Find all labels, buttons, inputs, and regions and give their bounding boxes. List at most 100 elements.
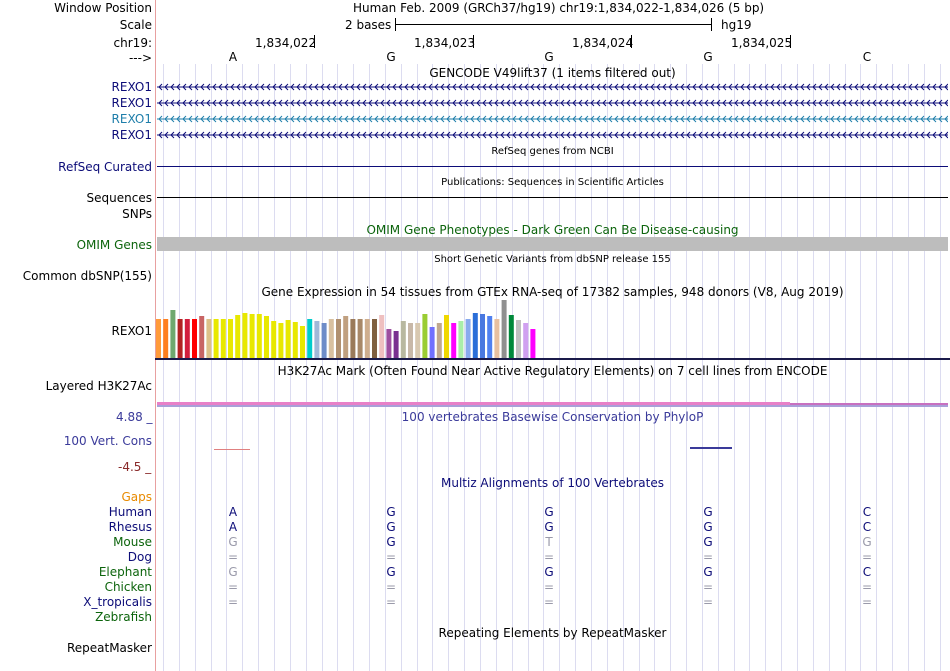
gtex-label[interactable]: REXO1 <box>111 324 152 338</box>
gtex-tissue-bar[interactable] <box>487 316 493 358</box>
gencode-transcript-line[interactable] <box>157 113 948 125</box>
gtex-tissue-bar[interactable] <box>523 323 529 358</box>
gtex-tissue-bar[interactable] <box>472 313 478 358</box>
multiz-species-label[interactable]: Mouse <box>113 535 152 549</box>
repeatmasker-track-title[interactable]: Repeating Elements by RepeatMasker <box>438 626 667 640</box>
gtex-tissue-bar[interactable] <box>213 319 219 358</box>
refseq-label[interactable]: RefSeq Curated <box>58 160 152 174</box>
gencode-gene-label[interactable]: REXO1 <box>111 96 152 110</box>
gtex-tissue-bar[interactable] <box>372 319 377 358</box>
gencode-track-title[interactable]: GENCODE V49lift37 (1 items filtered out) <box>429 66 676 80</box>
multiz-species-label[interactable]: Rhesus <box>108 520 152 534</box>
gtex-tissue-bar[interactable] <box>379 315 385 358</box>
gtex-tissue-bar[interactable] <box>415 323 421 358</box>
gtex-tissue-bar[interactable] <box>357 319 363 358</box>
gtex-tissue-bar[interactable] <box>278 323 284 358</box>
omim-feature-bar[interactable] <box>157 237 948 251</box>
gtex-tissue-bar[interactable] <box>386 329 392 358</box>
conservation-label[interactable]: 100 Vert. Cons <box>63 434 152 448</box>
multiz-species-label[interactable]: Gaps <box>121 490 152 504</box>
ruler-position: 1,834,024 <box>572 36 634 50</box>
gtex-tissue-bar[interactable] <box>184 319 190 358</box>
gtex-tissue-bar[interactable] <box>192 319 197 358</box>
publications-line[interactable] <box>157 197 948 198</box>
multiz-species-label[interactable]: Elephant <box>98 565 152 579</box>
gtex-tissue-bar[interactable] <box>249 314 255 358</box>
gencode-gene-label[interactable]: REXO1 <box>111 128 152 142</box>
repeatmasker-label[interactable]: RepeatMasker <box>66 641 152 655</box>
gencode-transcript-line[interactable] <box>157 129 948 141</box>
multiz-base: = <box>227 595 239 609</box>
gtex-tissue-bar[interactable] <box>271 321 277 358</box>
gtex-tissue-bar[interactable] <box>285 320 291 358</box>
gtex-tissue-bar[interactable] <box>530 329 536 358</box>
gtex-tissue-bar[interactable] <box>177 319 183 358</box>
dbsnp-label[interactable]: Common dbSNP(155) <box>22 269 152 283</box>
gtex-tissue-bar[interactable] <box>451 323 457 358</box>
gtex-tissue-bar[interactable] <box>256 314 262 358</box>
gtex-tissue-bar[interactable] <box>429 327 435 358</box>
gtex-tissue-bar[interactable] <box>235 315 241 358</box>
publications-sequences-label[interactable]: Sequences <box>86 191 152 205</box>
publications-snps-label[interactable]: SNPs <box>122 207 152 221</box>
multiz-species-label[interactable]: X_tropicalis <box>83 595 152 609</box>
gtex-tissue-bar[interactable] <box>465 319 471 358</box>
gtex-bar-chart[interactable] <box>155 299 555 359</box>
gtex-tissue-bar[interactable] <box>501 300 507 358</box>
gtex-tissue-bar[interactable] <box>292 322 298 358</box>
refseq-track-title[interactable]: RefSeq genes from NCBI <box>491 146 614 157</box>
gtex-tissue-bar[interactable] <box>343 316 349 358</box>
gencode-transcript-line[interactable] <box>157 97 948 109</box>
gencode-transcript-line[interactable] <box>157 81 948 93</box>
gencode-gene-label[interactable]: REXO1 <box>111 80 152 94</box>
refseq-gene-line[interactable] <box>157 166 948 167</box>
publications-track-title[interactable]: Publications: Sequences in Scientific Ar… <box>441 177 664 188</box>
gtex-tissue-bar[interactable] <box>220 319 226 358</box>
gtex-tissue-bar[interactable] <box>170 310 176 358</box>
omim-track-title[interactable]: OMIM Gene Phenotypes - Dark Green Can Be… <box>366 223 739 237</box>
gtex-tissue-bar[interactable] <box>206 319 212 358</box>
dbsnp-track-title[interactable]: Short Genetic Variants from dbSNP releas… <box>434 254 671 265</box>
gtex-tissue-bar[interactable] <box>336 319 341 358</box>
h3k27ac-label[interactable]: Layered H3K27Ac <box>45 379 152 393</box>
gtex-tissue-bar[interactable] <box>494 319 500 358</box>
gtex-tissue-bar[interactable] <box>156 319 161 358</box>
gtex-tissue-bar[interactable] <box>436 323 442 358</box>
gencode-gene-label[interactable]: REXO1 <box>111 112 152 126</box>
gtex-tissue-bar[interactable] <box>508 315 514 358</box>
multiz-base: G <box>544 565 554 579</box>
multiz-base: = <box>861 595 873 609</box>
multiz-track-title[interactable]: Multiz Alignments of 100 Vertebrates <box>440 476 665 490</box>
gtex-tissue-bar[interactable] <box>408 323 413 358</box>
multiz-base: C <box>862 505 872 519</box>
multiz-species-label[interactable]: Zebrafish <box>95 610 152 624</box>
gtex-tissue-bar[interactable] <box>307 319 313 358</box>
gtex-tissue-bar[interactable] <box>444 315 449 358</box>
gtex-tissue-bar[interactable] <box>328 319 334 358</box>
gtex-tissue-bar[interactable] <box>300 326 305 358</box>
omim-label[interactable]: OMIM Genes <box>76 238 152 252</box>
gtex-tissue-bar[interactable] <box>422 314 428 358</box>
gtex-tissue-bar[interactable] <box>516 320 521 358</box>
gtex-tissue-bar[interactable] <box>163 319 169 358</box>
gtex-tissue-bar[interactable] <box>400 321 406 358</box>
conservation-track-title[interactable]: 100 vertebrates Basewise Conservation by… <box>401 410 704 424</box>
gtex-tissue-bar[interactable] <box>228 319 233 358</box>
multiz-species-label[interactable]: Human <box>108 505 152 519</box>
gtex-track-title[interactable]: Gene Expression in 54 tissues from GTEx … <box>261 285 844 299</box>
ruler-position: 1,834,025 <box>731 36 793 50</box>
gtex-tissue-bar[interactable] <box>458 321 464 358</box>
gtex-tissue-bar[interactable] <box>199 316 205 358</box>
gtex-tissue-bar[interactable] <box>393 331 399 358</box>
h3k27ac-signal-pink <box>157 402 790 405</box>
multiz-species-label[interactable]: Dog <box>127 550 152 564</box>
multiz-species-label[interactable]: Chicken <box>104 580 152 594</box>
gtex-tissue-bar[interactable] <box>364 319 370 358</box>
gtex-tissue-bar[interactable] <box>314 321 320 358</box>
gtex-tissue-bar[interactable] <box>321 323 327 358</box>
gtex-tissue-bar[interactable] <box>242 313 248 358</box>
gtex-tissue-bar[interactable] <box>480 314 485 358</box>
gtex-tissue-bar[interactable] <box>264 316 269 358</box>
h3k27ac-track-title[interactable]: H3K27Ac Mark (Often Found Near Active Re… <box>277 364 828 378</box>
gtex-tissue-bar[interactable] <box>350 319 356 358</box>
